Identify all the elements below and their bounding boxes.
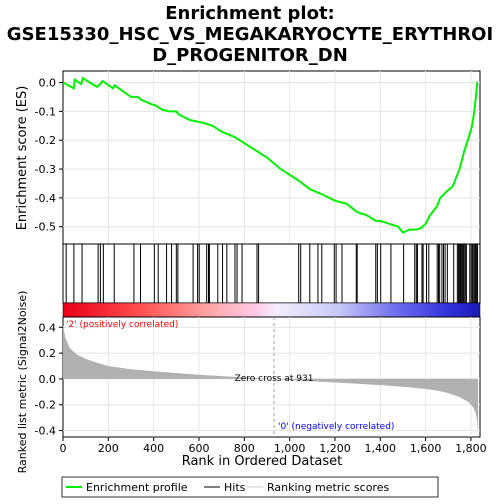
x-tick-label: 1,600 <box>410 442 442 455</box>
x-tick-label: 600 <box>188 442 209 455</box>
es-y-axis-label: Enrichment score (ES) <box>15 86 30 231</box>
negative-correlation-label: '0' (negatively correlated) <box>278 422 394 432</box>
x-tick-label: 1,800 <box>455 442 487 455</box>
legend-hits-label: Hits <box>224 481 246 494</box>
chart-title-line1: Enrichment plot: <box>165 3 335 24</box>
rank-color-bar <box>62 302 481 318</box>
x-axis-label: Rank in Ordered Dataset <box>182 454 343 469</box>
x-tick-label: 200 <box>98 442 119 455</box>
ranking-metric-area <box>63 324 478 434</box>
metric-y-tick-label: 0.4 <box>39 321 57 334</box>
metric-y-tick-label: 0.2 <box>39 347 57 360</box>
es-y-tick-label: -0.2 <box>35 134 56 147</box>
legend: Enrichment profile Hits Ranking metric s… <box>61 476 439 498</box>
es-y-tick-label: -0.1 <box>35 105 56 118</box>
hits-panel <box>62 243 481 304</box>
metric-y-tick-label: 0.0 <box>39 373 57 386</box>
legend-enrichment-label: Enrichment profile <box>86 481 188 494</box>
x-tick-label: 1,000 <box>274 442 306 455</box>
x-axis: 0 200 400 600 800 1,000 1,200 1,400 1,600 1,800 <box>60 437 487 455</box>
legend-ranking-label: Ranking metric scores <box>267 481 389 494</box>
es-y-tick-label: -0.5 <box>35 221 56 234</box>
x-tick-label: 800 <box>234 442 255 455</box>
metric-panel: 0.4 0.2 0.0 -0.2 -0.4 Zero cross at 931 '2' … <box>16 291 481 474</box>
x-tick-label: 0 <box>60 442 67 455</box>
es-panel-frame <box>62 70 481 245</box>
positive-correlation-label: '2' (positively correlated) <box>66 320 178 330</box>
chart-title-line2: GSE15330_HSC_VS_MEGAKARYOCYTE_ERYTHROI <box>7 24 493 45</box>
es-y-tick-label: 0.0 <box>39 77 57 90</box>
es-panel: 0.0 -0.1 -0.2 -0.3 -0.4 -0.5 Enrichment score… <box>15 70 481 245</box>
x-tick-label: 1,200 <box>319 442 351 455</box>
chart-title-line3: D_PROGENITOR_DN <box>152 45 348 66</box>
metric-y-tick-label: -0.2 <box>35 399 56 412</box>
x-tick-label: 1,400 <box>365 442 397 455</box>
enrichment-profile-line <box>62 76 479 234</box>
metric-y-axis-label: Ranked list metric (Signal2Noise) <box>16 291 29 474</box>
x-tick-label: 400 <box>143 442 164 455</box>
es-y-tick-label: -0.3 <box>35 163 56 176</box>
zero-cross-label: Zero cross at 931 <box>235 374 314 384</box>
metric-y-tick-label: -0.4 <box>35 425 56 438</box>
es-y-tick-label: -0.4 <box>35 192 56 205</box>
